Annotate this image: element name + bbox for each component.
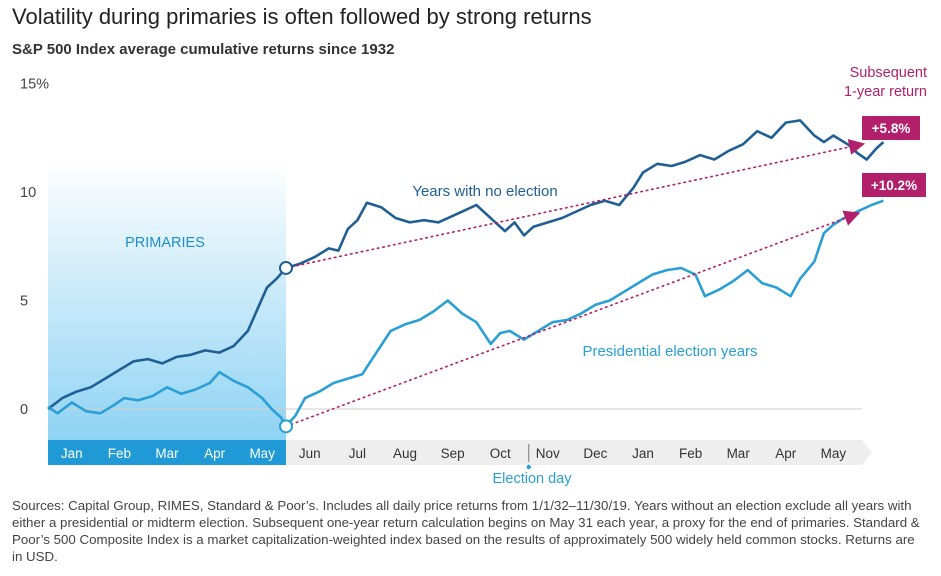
footnote: Sources: Capital Group, RIMES, Standard … bbox=[12, 498, 920, 564]
end-of-primaries-marker bbox=[279, 260, 293, 275]
badge-election-bg bbox=[862, 173, 926, 197]
badge-no-election: +5.8% bbox=[872, 121, 911, 136]
month-tick-label: May bbox=[821, 446, 847, 461]
chart-subtitle: S&P 500 Index average cumulative returns… bbox=[12, 41, 395, 58]
subsequent-label-line2: 1-year return bbox=[844, 84, 927, 100]
subsequent-label-line1: Subsequent bbox=[850, 65, 927, 81]
election-years-line bbox=[47, 199, 884, 428]
subsequent-return-arrow bbox=[285, 139, 866, 269]
month-tick-label: Mar bbox=[727, 446, 751, 461]
subsequent-return-arrow bbox=[285, 210, 861, 428]
month-tick-label: Jul bbox=[349, 446, 366, 461]
badge-election: +10.2% bbox=[871, 178, 917, 193]
election-day-dot bbox=[526, 464, 531, 470]
month-tick-label: Apr bbox=[204, 446, 226, 461]
month-tick-label: Aug bbox=[393, 446, 417, 461]
y-tick-label: 5 bbox=[20, 294, 28, 310]
month-axis-arrow bbox=[862, 440, 872, 465]
month-tick-label: May bbox=[249, 446, 275, 461]
month-tick-label: Nov bbox=[536, 446, 560, 461]
month-tick-label: Jun bbox=[299, 446, 321, 461]
month-tick-label: Oct bbox=[490, 446, 511, 461]
no-election-line bbox=[47, 119, 885, 411]
month-axis-band bbox=[286, 440, 862, 465]
election-series-label: Presidential election years bbox=[582, 343, 757, 360]
chart-title: Volatility during primaries is often fol… bbox=[12, 4, 592, 29]
badge-no-election-bg bbox=[862, 116, 920, 140]
month-tick-label: Dec bbox=[583, 446, 607, 461]
election-day-label: Election day bbox=[493, 471, 573, 487]
y-tick-label: 0 bbox=[20, 402, 28, 418]
end-of-primaries-marker bbox=[279, 419, 293, 434]
primaries-shaded-region bbox=[48, 160, 286, 440]
y-tick-label: 15% bbox=[20, 77, 49, 93]
no-election-series-label: Years with no election bbox=[412, 183, 557, 200]
y-tick-label: 10 bbox=[20, 185, 36, 201]
month-tick-label: Apr bbox=[775, 446, 797, 461]
primaries-axis-band bbox=[48, 440, 286, 465]
month-tick-label: Mar bbox=[155, 446, 179, 461]
month-tick-label: Jan bbox=[61, 446, 83, 461]
month-tick-label: Jan bbox=[632, 446, 654, 461]
primaries-label: PRIMARIES bbox=[125, 235, 205, 251]
month-tick-label: Feb bbox=[679, 446, 702, 461]
month-tick-label: Feb bbox=[108, 446, 131, 461]
month-tick-label: Sep bbox=[441, 446, 465, 461]
